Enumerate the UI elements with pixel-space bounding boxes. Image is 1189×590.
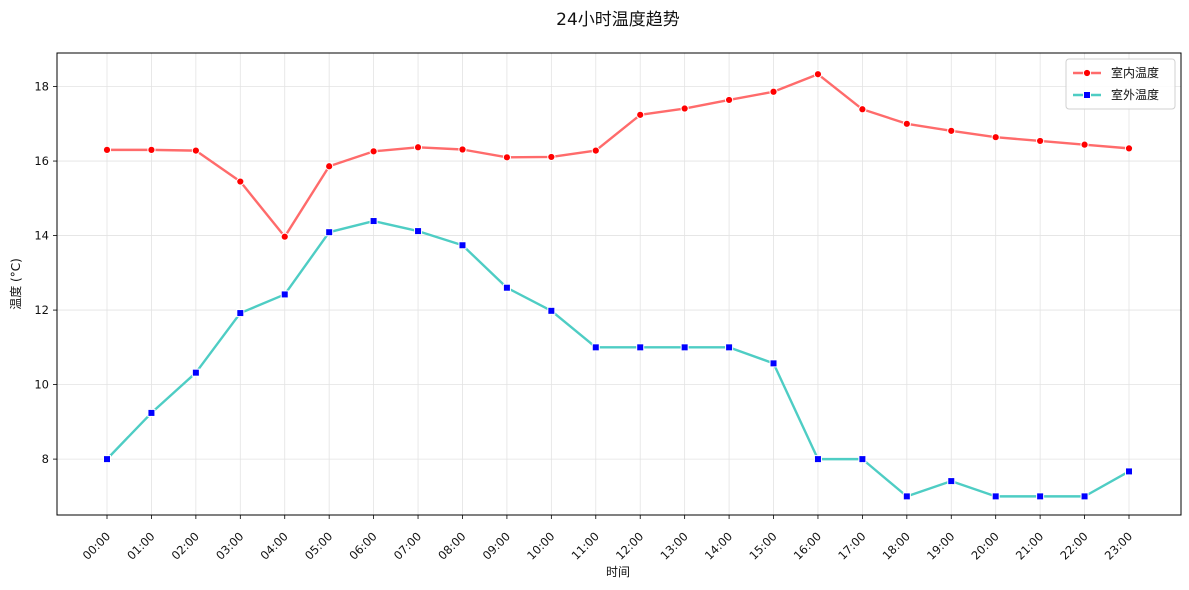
data-point xyxy=(991,492,1000,501)
data-point xyxy=(458,241,467,250)
data-point xyxy=(414,227,423,236)
data-point xyxy=(280,232,289,241)
legend-swatch-marker xyxy=(1082,68,1092,78)
data-point xyxy=(636,343,645,352)
x-axis-ticks: 00:00 01:00 02:00 03:00 04:00 05:00 06:00 07:00… xyxy=(80,515,1135,563)
x-tick-label: 02:00 xyxy=(169,529,202,562)
y-tick-label: 18 xyxy=(34,80,49,94)
data-point xyxy=(680,343,689,352)
x-tick-label: 13:00 xyxy=(657,529,690,562)
data-point xyxy=(947,126,956,135)
x-tick-label: 20:00 xyxy=(968,529,1001,562)
data-point xyxy=(147,408,156,417)
data-point xyxy=(502,283,511,292)
legend-box xyxy=(1065,58,1176,110)
data-point xyxy=(1036,136,1045,146)
data-point xyxy=(458,145,467,154)
x-tick-label: 05:00 xyxy=(302,529,335,562)
data-point xyxy=(902,119,911,128)
y-tick-label: 10 xyxy=(34,378,49,392)
data-point xyxy=(947,477,956,486)
series-layer xyxy=(102,70,1134,501)
x-tick-label: 00:00 xyxy=(80,529,113,562)
x-tick-label: 23:00 xyxy=(1102,529,1135,562)
series-line xyxy=(105,73,1131,238)
data-point xyxy=(369,147,378,156)
x-tick-label: 17:00 xyxy=(835,529,868,562)
x-tick-label: 12:00 xyxy=(613,529,646,562)
series-line xyxy=(105,219,1131,498)
data-point xyxy=(102,145,112,154)
data-point xyxy=(813,455,822,464)
y-tick-label: 14 xyxy=(34,229,49,243)
data-point xyxy=(769,359,778,368)
x-tick-label: 07:00 xyxy=(391,529,424,562)
data-point xyxy=(191,368,200,377)
x-tick-label: 06:00 xyxy=(346,529,379,562)
data-point xyxy=(103,455,111,464)
x-tick-label: 04:00 xyxy=(258,529,291,562)
data-point xyxy=(1124,144,1134,153)
data-point xyxy=(1036,492,1045,501)
data-point xyxy=(858,455,867,464)
x-tick-label: 21:00 xyxy=(1013,529,1046,562)
x-tick-label: 01:00 xyxy=(124,529,157,562)
x-tick-label: 11:00 xyxy=(569,529,602,562)
data-point xyxy=(680,104,689,113)
data-point xyxy=(547,152,556,162)
data-point xyxy=(147,145,156,154)
series-2 xyxy=(103,217,1133,501)
legend-label: 室内温度 xyxy=(1111,65,1159,80)
x-tick-label: 15:00 xyxy=(746,529,779,562)
data-point xyxy=(325,228,334,237)
y-tick-label: 8 xyxy=(42,452,49,466)
data-point xyxy=(813,70,823,79)
data-point xyxy=(413,143,423,152)
x-axis-label: 时间 xyxy=(606,565,630,579)
y-tick-label: 16 xyxy=(34,154,49,168)
data-point xyxy=(636,110,645,119)
x-tick-label: 16:00 xyxy=(791,529,824,562)
data-point xyxy=(191,146,200,155)
data-point xyxy=(1080,140,1089,149)
data-point xyxy=(591,343,600,352)
data-point xyxy=(236,177,245,186)
data-point xyxy=(1125,467,1133,476)
data-point xyxy=(236,309,245,318)
plot-area-frame xyxy=(56,52,1182,516)
x-tick-label: 08:00 xyxy=(435,529,468,562)
data-point xyxy=(991,133,1000,142)
chart-title: 24小时温度趋势 xyxy=(556,10,680,30)
x-tick-label: 09:00 xyxy=(480,529,513,562)
data-point xyxy=(502,153,512,162)
x-tick-label: 03:00 xyxy=(213,529,246,562)
data-point xyxy=(902,492,911,501)
data-point xyxy=(280,290,289,299)
x-tick-label: 10:00 xyxy=(524,529,557,562)
y-tick-label: 12 xyxy=(34,303,49,317)
data-point xyxy=(724,95,734,105)
data-point xyxy=(769,87,778,96)
data-point xyxy=(858,105,867,114)
x-tick-label: 22:00 xyxy=(1057,529,1090,562)
data-point xyxy=(325,162,334,171)
data-point xyxy=(1080,492,1089,501)
grid xyxy=(57,53,1181,515)
x-tick-label: 19:00 xyxy=(924,529,957,562)
series-1 xyxy=(102,70,1134,241)
legend-label: 室外温度 xyxy=(1111,87,1159,102)
y-axis-ticks: 8 10 12 14 16 18 xyxy=(34,80,57,466)
legend-swatch-marker xyxy=(1083,91,1091,99)
y-axis-label: 温度 (°C) xyxy=(8,258,23,310)
data-point xyxy=(725,343,734,352)
data-point xyxy=(547,306,556,315)
data-point xyxy=(369,217,378,226)
x-tick-label: 14:00 xyxy=(702,529,735,562)
x-tick-label: 18:00 xyxy=(880,529,913,562)
data-point xyxy=(591,146,600,155)
